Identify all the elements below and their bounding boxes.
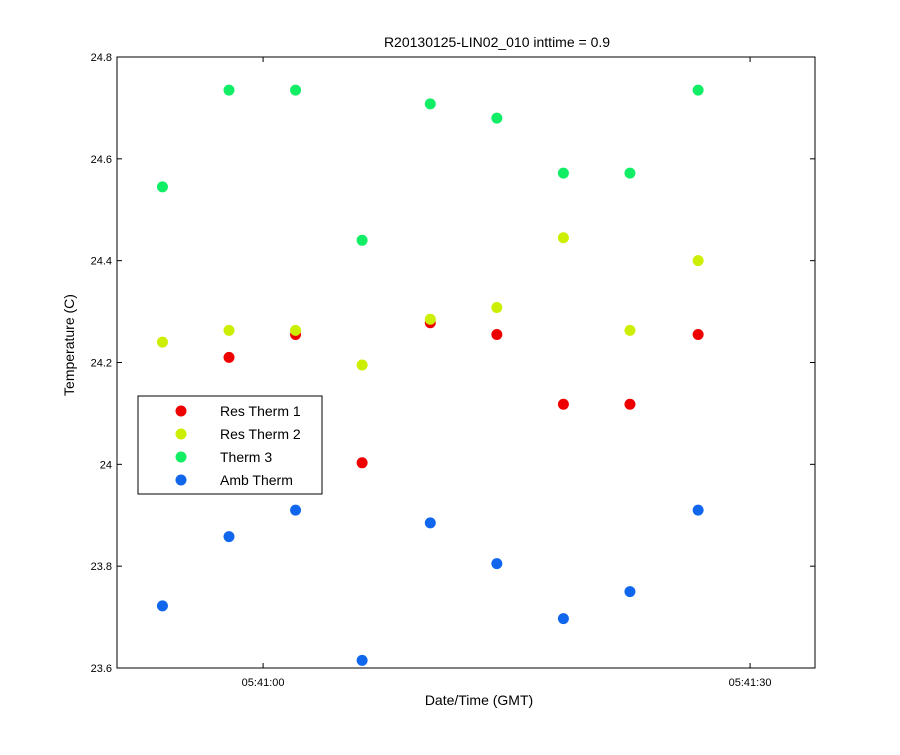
data-point-therm-3 (424, 98, 436, 110)
x-tick-label: 05:41:30 (729, 677, 772, 689)
legend-marker-res-therm-1 (175, 405, 187, 417)
x-tick-label: 05:41:00 (242, 677, 285, 689)
data-point-therm-3 (557, 167, 569, 179)
y-tick-label: 24.4 (91, 256, 112, 268)
data-points (156, 84, 704, 666)
axis-ticks: 23.6 23.8 24 24.2 24.4 24.6 24.8 05:41:00 05:41:… (91, 52, 815, 689)
series-res-therm-2 (156, 232, 704, 371)
legend: Res Therm 1 Res Therm 2 Therm 3 Amb Therm (137, 395, 323, 495)
y-tick-label: 24.2 (91, 358, 112, 370)
data-point-amb-therm (156, 600, 168, 612)
data-point-amb-therm (356, 654, 368, 666)
data-point-res-therm-2 (491, 302, 503, 314)
x-axis-label: Date/Time (GMT) (425, 692, 533, 708)
y-tick-label: 24 (100, 459, 112, 471)
chart-title: R20130125-LIN02_010 inttime = 0.9 (384, 34, 610, 50)
legend-label-res-therm-2: Res Therm 2 (220, 426, 301, 442)
data-point-res-therm-2 (692, 255, 704, 267)
data-point-res-therm-2 (424, 313, 436, 325)
data-point-amb-therm (223, 531, 235, 543)
data-point-amb-therm (424, 517, 436, 529)
data-point-amb-therm (290, 504, 302, 516)
y-tick-label: 23.6 (91, 663, 112, 675)
data-point-res-therm-2 (223, 324, 235, 336)
data-point-therm-3 (692, 84, 704, 96)
data-point-therm-3 (290, 84, 302, 96)
legend-label-therm-3: Therm 3 (220, 449, 272, 465)
data-point-res-therm-2 (557, 232, 569, 244)
data-point-therm-3 (223, 84, 235, 96)
y-tick-label: 23.8 (91, 561, 112, 573)
y-axis-label: Temperature (C) (61, 294, 77, 396)
data-point-res-therm-1 (356, 457, 368, 469)
data-point-res-therm-1 (557, 398, 569, 410)
legend-label-amb-therm: Amb Therm (220, 472, 293, 488)
data-point-therm-3 (491, 112, 503, 124)
y-tick-label: 24.8 (91, 52, 112, 64)
legend-marker-res-therm-2 (175, 428, 187, 440)
data-point-therm-3 (356, 234, 368, 246)
data-point-res-therm-1 (692, 328, 704, 340)
data-point-res-therm-2 (156, 336, 168, 348)
legend-marker-amb-therm (175, 474, 187, 486)
series-therm-3 (156, 84, 704, 246)
plot-frame (116, 56, 816, 669)
data-point-therm-3 (624, 167, 636, 179)
data-point-amb-therm (692, 504, 704, 516)
plot-area (116, 56, 816, 669)
y-tick-label: 24.6 (91, 154, 112, 166)
data-point-amb-therm (624, 586, 636, 598)
data-point-res-therm-1 (491, 328, 503, 340)
legend-label-res-therm-1: Res Therm 1 (220, 403, 301, 419)
data-point-res-therm-2 (290, 324, 302, 336)
data-point-res-therm-2 (356, 359, 368, 371)
data-point-amb-therm (491, 558, 503, 570)
data-point-amb-therm (557, 613, 569, 625)
data-point-res-therm-1 (223, 351, 235, 363)
series-amb-therm (156, 504, 704, 666)
data-point-res-therm-2 (624, 324, 636, 336)
legend-box (137, 395, 323, 495)
data-point-therm-3 (156, 181, 168, 193)
data-point-res-therm-1 (624, 398, 636, 410)
legend-marker-therm-3 (175, 451, 187, 463)
